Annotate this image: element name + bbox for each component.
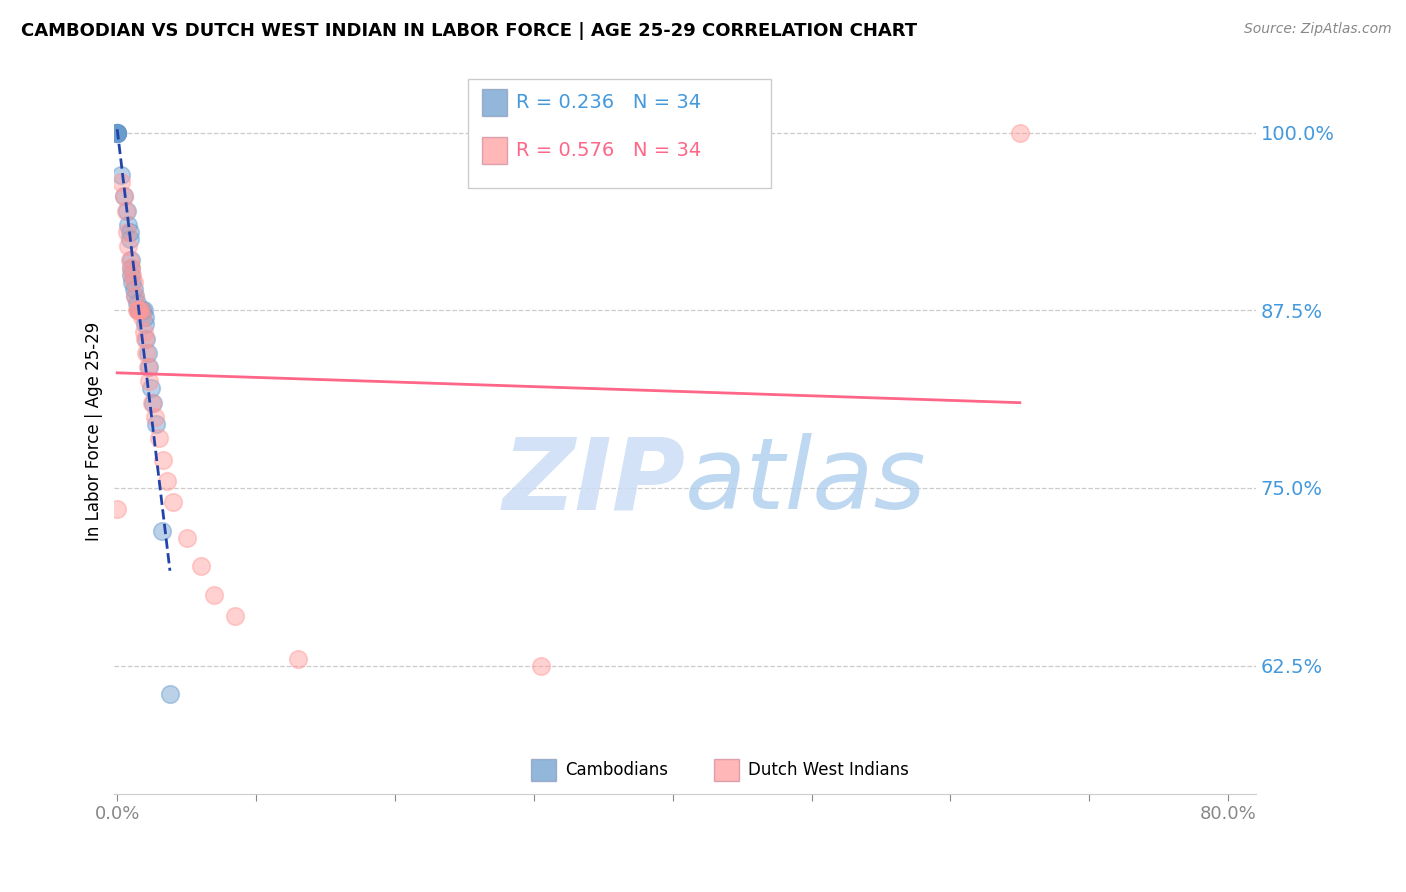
Point [115, 203, 138, 218]
Point [131, 303, 153, 318]
Point [117, 218, 139, 232]
Point [110, 168, 132, 182]
Point [118, 253, 141, 268]
Text: Source: ZipAtlas.com: Source: ZipAtlas.com [1244, 22, 1392, 37]
Point [1008, 126, 1031, 140]
Point [141, 395, 163, 409]
Point [115, 225, 138, 239]
Point [120, 260, 142, 275]
Point [122, 275, 145, 289]
Point [176, 531, 198, 545]
Point [121, 275, 143, 289]
Point [122, 282, 145, 296]
Point [159, 687, 181, 701]
Text: R = 0.236   N = 34: R = 0.236 N = 34 [516, 93, 702, 112]
Point [112, 189, 135, 203]
Point [224, 609, 246, 624]
Point [132, 303, 155, 318]
Point [125, 303, 148, 318]
Point [124, 289, 146, 303]
Point [124, 289, 146, 303]
Point [120, 260, 142, 275]
Point [150, 524, 173, 538]
Point [134, 332, 156, 346]
Point [136, 360, 159, 375]
Text: CAMBODIAN VS DUTCH WEST INDIAN IN LABOR FORCE | AGE 25-29 CORRELATION CHART: CAMBODIAN VS DUTCH WEST INDIAN IN LABOR … [21, 22, 917, 40]
Point [136, 346, 159, 360]
Point [190, 559, 212, 574]
Point [112, 189, 135, 203]
Point [139, 381, 162, 395]
Point [131, 310, 153, 325]
Point [138, 360, 160, 375]
Point [127, 303, 149, 318]
Point [162, 495, 184, 509]
Point [118, 225, 141, 239]
Point [105, 502, 128, 516]
Bar [482, 136, 508, 164]
Bar [482, 89, 508, 116]
Point [117, 239, 139, 253]
Bar [531, 759, 557, 780]
Point [129, 303, 152, 318]
Point [148, 431, 170, 445]
Point [156, 474, 179, 488]
Point [142, 395, 165, 409]
Point [135, 346, 157, 360]
Point [202, 588, 225, 602]
Point [138, 375, 160, 389]
Point [105, 126, 128, 140]
Point [127, 303, 149, 318]
Point [105, 126, 128, 140]
Text: Dutch West Indians: Dutch West Indians [748, 761, 908, 779]
Point [132, 325, 155, 339]
Point [118, 232, 141, 246]
Point [128, 303, 150, 318]
Point [129, 303, 152, 318]
Point [125, 296, 148, 310]
Text: Cambodians: Cambodians [565, 761, 668, 779]
Point [105, 126, 128, 140]
Point [145, 417, 167, 431]
FancyBboxPatch shape [468, 79, 770, 188]
Point [105, 126, 128, 140]
Point [134, 310, 156, 325]
Point [530, 658, 553, 673]
Point [134, 318, 156, 332]
Point [114, 203, 136, 218]
Point [120, 268, 142, 282]
Text: ZIP: ZIP [502, 434, 685, 531]
Text: atlas: atlas [685, 434, 927, 531]
Text: R = 0.576   N = 34: R = 0.576 N = 34 [516, 141, 702, 160]
Point [120, 253, 142, 268]
Point [110, 175, 132, 189]
Point [287, 651, 309, 665]
Point [105, 126, 128, 140]
Point [135, 332, 157, 346]
Point [152, 452, 174, 467]
Bar [714, 759, 738, 780]
Point [128, 303, 150, 318]
Point [121, 268, 143, 282]
Point [105, 126, 128, 140]
Point [143, 409, 166, 424]
Y-axis label: In Labor Force | Age 25-29: In Labor Force | Age 25-29 [86, 321, 103, 541]
